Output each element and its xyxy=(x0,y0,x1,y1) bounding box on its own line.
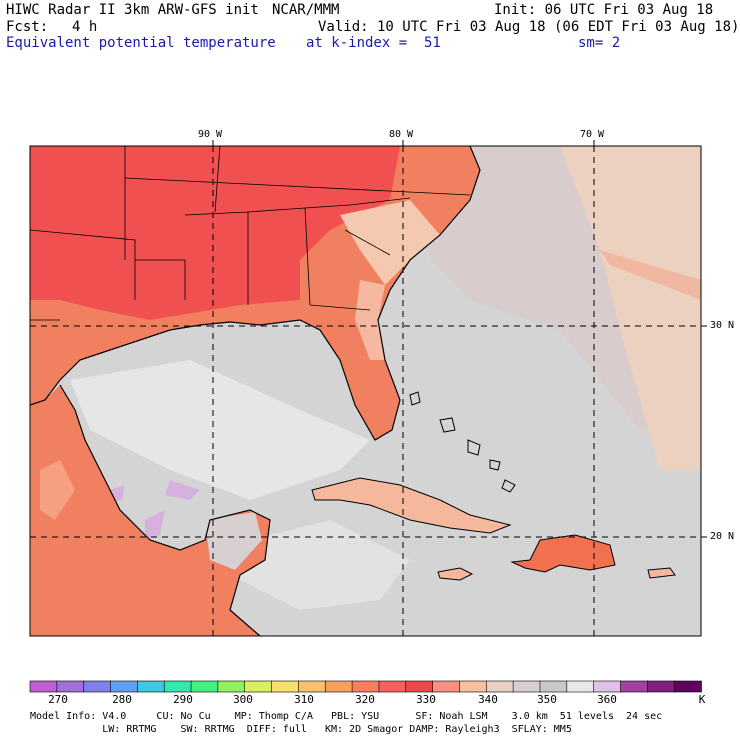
colorbar-tick: 310 xyxy=(294,693,314,706)
map-field xyxy=(30,146,701,636)
colorbar-swatch xyxy=(459,680,488,693)
colorbar-swatch xyxy=(620,680,649,693)
colorbar xyxy=(29,680,702,693)
colorbar-swatch xyxy=(593,680,622,693)
colorbar-swatch xyxy=(56,680,85,693)
colorbar-swatch xyxy=(432,680,461,693)
colorbar-swatch xyxy=(83,680,112,693)
colorbar-swatch xyxy=(647,680,675,693)
colorbar-tick: 360 xyxy=(597,693,617,706)
colorbar-swatch xyxy=(29,680,58,693)
colorbar-swatch xyxy=(163,680,192,693)
graticule xyxy=(30,146,701,636)
lon-label-90w: 90 W xyxy=(198,129,223,140)
colorbar-swatch xyxy=(378,680,407,693)
colorbar-tick: 280 xyxy=(112,693,132,706)
lon-label-70w: 70 W xyxy=(580,129,605,140)
org-label: NCAR/MMM xyxy=(272,2,340,18)
cuba-island xyxy=(311,477,512,534)
lat-label-30n: 30 N xyxy=(710,320,735,331)
colorbar-swatch xyxy=(324,680,353,693)
mexico-coastline xyxy=(59,384,271,636)
lat-label-20n: 20 N xyxy=(710,531,735,542)
init-time: Init: 06 UTC Fri 03 Aug 18 xyxy=(494,2,714,18)
colorbar-tick: 330 xyxy=(416,693,436,706)
colorbar-swatch xyxy=(244,680,273,693)
colorbar-swatch xyxy=(271,680,300,693)
mexico-land xyxy=(30,385,270,636)
colorbar-swatch xyxy=(190,680,219,693)
colorbar-swatch xyxy=(485,680,514,693)
smoothing: sm= 2 xyxy=(578,35,621,51)
level-index: at k-index = 51 xyxy=(306,35,441,51)
model-title: HIWC Radar II 3km ARW-GFS init xyxy=(6,2,259,18)
valid-time: Valid: 10 UTC Fri 03 Aug 18 (06 EDT Fri … xyxy=(318,19,740,35)
lon-label-80w: 80 W xyxy=(389,129,414,140)
colorbar-swatch xyxy=(673,680,702,693)
hispaniola-island xyxy=(510,534,616,573)
field-name: Equivalent potential temperature xyxy=(6,35,276,51)
colorbar-swatch xyxy=(405,680,434,693)
map-frame xyxy=(29,145,702,637)
puerto-rico-island xyxy=(647,567,676,579)
colorbar-swatch xyxy=(512,680,541,693)
colorbar-tick: 340 xyxy=(478,693,498,706)
colorbar-tick: 270 xyxy=(48,693,68,706)
jamaica-island xyxy=(437,567,474,581)
colorbar-swatch xyxy=(298,680,327,693)
colorbar-swatch xyxy=(539,680,568,693)
colorbar-swatch xyxy=(351,680,380,693)
colorbar-swatch xyxy=(217,680,246,693)
colorbar-tick: 320 xyxy=(355,693,375,706)
state-borders xyxy=(30,146,471,321)
colorbar-swatch xyxy=(137,680,166,693)
colorbar-tick: 290 xyxy=(173,693,193,706)
model-info-line2: LW: RRTMG SW: RRTMG DIFF: full KM: 2D Sm… xyxy=(30,724,572,735)
colorbar-tick: 350 xyxy=(537,693,557,706)
atlantic-peach-area xyxy=(560,146,701,470)
colorbar-swatch xyxy=(566,680,595,693)
gulf-light-area xyxy=(70,360,370,500)
colorbar-unit: K xyxy=(698,693,706,706)
us-hot-area xyxy=(30,146,400,320)
forecast-hour: 4 h xyxy=(72,19,98,35)
colorbar-tick: 300 xyxy=(233,693,253,706)
colorbar-swatch xyxy=(110,680,139,693)
us-coastline xyxy=(30,146,481,441)
model-info-line1: Model Info: V4.0 CU: No Cu MP: Thomp C/A… xyxy=(30,711,663,722)
forecast-label: Fcst: xyxy=(6,19,49,35)
